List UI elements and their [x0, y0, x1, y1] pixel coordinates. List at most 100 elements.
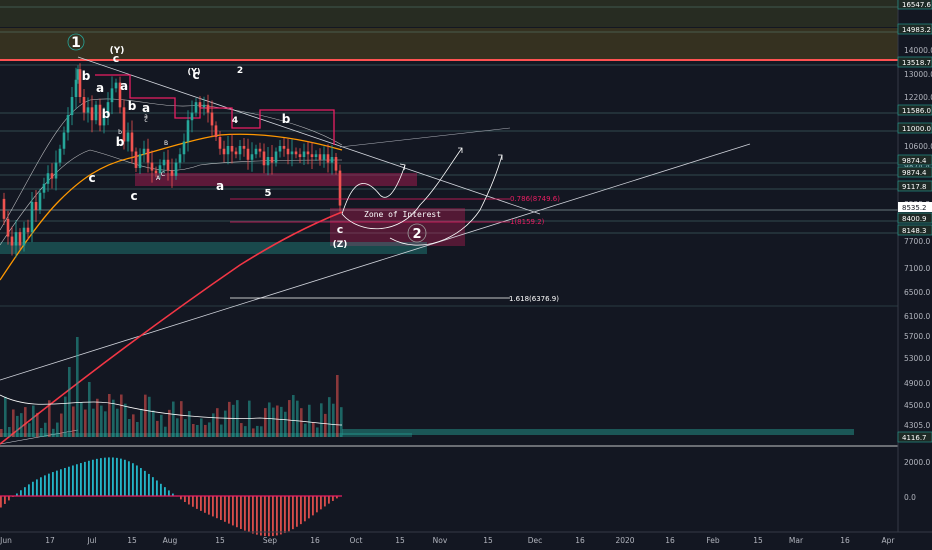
volume-bar [4, 396, 7, 437]
price-tick: 5300.0 [904, 354, 930, 363]
wave-label: a [216, 179, 224, 193]
wave-label: a [142, 101, 150, 115]
oscillator-bar [324, 496, 326, 507]
oscillator-bar [200, 496, 202, 511]
candle-body [142, 148, 146, 155]
oscillator-bar [76, 464, 78, 496]
price-tick: 7100.0 [904, 264, 930, 273]
volume-bar [100, 405, 103, 437]
volume-bar [164, 426, 167, 437]
oscillator-bar [192, 496, 194, 507]
fib-0786-label: 0.786(8749.6) [510, 195, 560, 203]
volume-bar [32, 405, 35, 437]
sub-wave-label: C [161, 171, 165, 178]
volume-bar [0, 429, 3, 437]
candle-body [10, 236, 14, 246]
candle-body [198, 102, 202, 108]
candle-body [334, 157, 338, 171]
oscillator-bar [152, 477, 154, 496]
envelope-upper [0, 98, 343, 231]
oscillator-bar [124, 459, 126, 496]
time-tick: 15 [483, 536, 493, 545]
oscillator-bar [216, 496, 218, 519]
volume-bar [52, 428, 55, 437]
volume-bar [60, 413, 63, 437]
price-label: 9874.4 [897, 154, 932, 166]
descending-trendline [77, 56, 541, 215]
svg-text:8400.9: 8400.9 [902, 215, 927, 223]
candle-body [78, 69, 82, 97]
oscillator-bar [220, 496, 222, 520]
candle-body [98, 104, 102, 126]
volume-bar [296, 400, 299, 437]
price-label: 14983.2 [897, 23, 932, 35]
volume-bar [20, 413, 23, 437]
volume-bar [288, 400, 291, 437]
candle-body [330, 157, 334, 163]
volume-bar [196, 424, 199, 437]
candle-body [54, 162, 58, 179]
candle-body [6, 218, 10, 237]
price-tick: 4500.0 [904, 401, 930, 410]
thin-trendline [339, 127, 511, 148]
candle-body [202, 104, 206, 108]
oscillator-bar [32, 481, 34, 496]
candle-body [310, 154, 314, 158]
candle-body [302, 151, 306, 158]
volume-bar [128, 419, 131, 437]
arrowhead-2 [458, 147, 463, 153]
oscillator-bar [232, 496, 234, 526]
candle-body [38, 192, 42, 210]
oscillator-bar [44, 475, 46, 496]
candle-body [294, 151, 298, 155]
volume-profile-bar [342, 429, 854, 435]
volume-bar [212, 413, 215, 437]
volume-bar [224, 410, 227, 437]
volume-bar [12, 409, 15, 437]
sub-wave-label: a [144, 113, 148, 120]
oscillator-bar [24, 487, 26, 496]
oscillator-bar [296, 496, 298, 527]
candle-body [314, 154, 318, 158]
price-tick: 13000.0 [904, 70, 932, 79]
svg-text:9874.4: 9874.4 [902, 169, 927, 177]
oscillator-bar [256, 496, 258, 535]
price-label: 9117.8 [897, 180, 932, 192]
volume-bar [148, 396, 151, 437]
candle-body [322, 154, 326, 160]
wave-label: (Y) [187, 67, 200, 76]
oscillator-bar [304, 496, 306, 522]
price-tick: 6100.0 [904, 312, 930, 321]
price-tick: 6500.0 [904, 288, 930, 297]
wave-label: b [128, 99, 137, 113]
oscillator-bar [248, 496, 250, 533]
candle-body [206, 104, 210, 113]
volume-bar [88, 382, 91, 437]
price-label: 11586.0 [897, 104, 932, 116]
time-tick: Mar [789, 536, 804, 545]
oscillator-bar [328, 496, 330, 504]
candle-body [218, 137, 222, 149]
oscillator-bar [308, 496, 310, 519]
candle-body [262, 151, 266, 166]
volume-bar [156, 420, 159, 437]
volume-bar [184, 419, 187, 437]
volume-bar [292, 395, 295, 437]
oscillator-bar [268, 496, 270, 537]
candle-body [106, 102, 110, 116]
time-tick: 15 [753, 536, 763, 545]
demand-zone-lower [330, 208, 465, 246]
oscillator-bar [120, 458, 122, 496]
volume-bar [216, 408, 219, 437]
volume-bar [248, 400, 251, 437]
svg-text:8148.3: 8148.3 [902, 227, 927, 235]
svg-text:16547.6: 16547.6 [902, 1, 931, 9]
volume-bar [280, 406, 283, 437]
time-axis[interactable]: Jun 17 Jul 15 Aug 15 Sep 16 Oct 15 Nov 15 Dec 16 2020 1… [0, 536, 895, 545]
volume-bar [76, 337, 79, 437]
price-tick: 9874.4 [904, 162, 930, 171]
sub-wave-label: A [156, 175, 161, 182]
price-tick: 5700.0 [904, 332, 930, 341]
